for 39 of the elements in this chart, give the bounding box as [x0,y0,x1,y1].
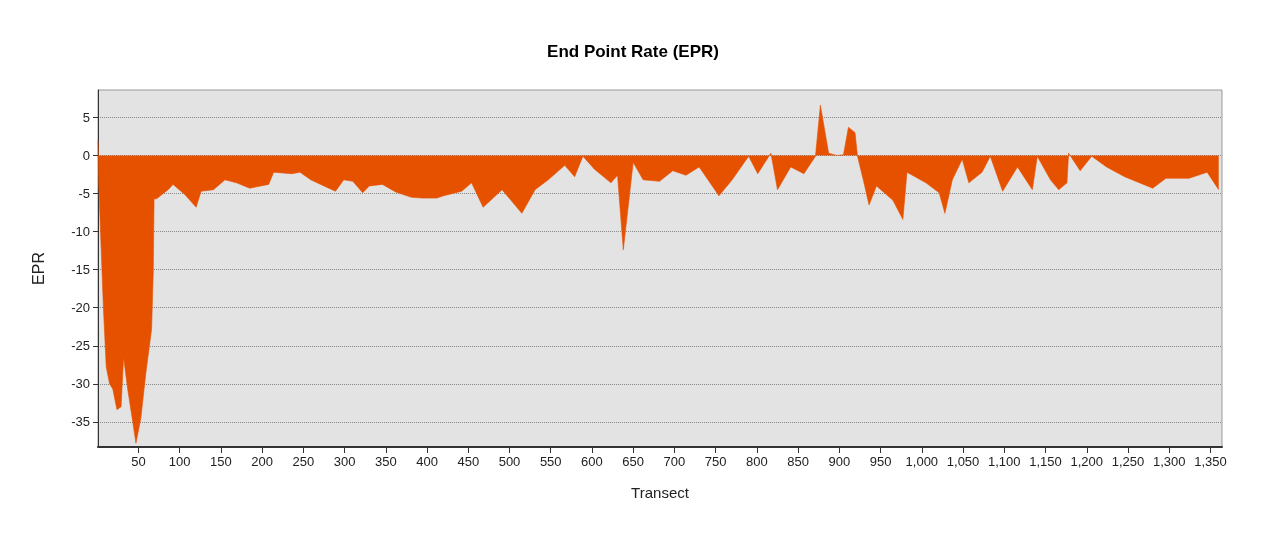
x-tick-label: 1,350 [1194,454,1227,469]
x-tick-label: 100 [168,454,191,469]
x-tick-label: 500 [498,454,521,469]
x-tick-label: 250 [292,454,315,469]
y-tick-label: -35 [71,414,90,430]
y-axis-title: EPR [29,252,47,285]
x-tick-label: 850 [787,454,809,469]
x-tick-label: 950 [869,454,892,469]
y-tick-label: -5 [78,186,90,202]
x-tick-label: 900 [828,454,851,469]
x-tick-label: 200 [251,454,273,469]
x-tick-label: 600 [581,454,603,469]
y-tick-label: 5 [82,109,90,125]
x-tick-label: 550 [539,454,562,469]
x-tick-label: 50 [131,454,146,469]
x-tick-label: 350 [374,454,397,469]
y-tick-label: -20 [71,300,90,316]
x-tick-label: 1,200 [1070,454,1104,469]
x-tick-label: 1,050 [946,454,980,469]
x-axis-title: Transect [631,484,690,501]
x-tick-label: 700 [663,454,686,469]
x-tick-label: 150 [210,454,232,469]
y-tick-label: 0 [82,147,90,163]
y-tick-label: -10 [71,224,90,240]
x-tick-label: 1,300 [1152,454,1186,469]
x-tick-label: 650 [622,454,645,469]
chart-title: End Point Rate (EPR) [547,42,719,61]
x-tick-label: 450 [457,454,480,469]
x-tick-label: 400 [416,454,438,469]
x-tick-label: 750 [704,454,727,469]
y-tick-label: -15 [71,262,90,278]
x-tick-label: 800 [746,454,768,469]
x-tick-label: 1,100 [988,454,1021,469]
x-tick-label: 1,250 [1111,454,1145,469]
y-tick-label: -30 [71,376,90,392]
x-tick-label: 300 [333,454,356,469]
y-tick-label: -25 [71,338,90,354]
x-tick-label: 1,150 [1029,454,1062,469]
x-tick-label: 1,000 [905,454,939,469]
